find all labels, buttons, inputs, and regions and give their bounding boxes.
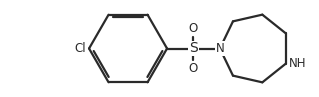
Text: O: O xyxy=(189,62,198,75)
Text: N: N xyxy=(216,42,224,55)
Text: O: O xyxy=(189,22,198,35)
Text: S: S xyxy=(189,42,198,55)
Text: Cl: Cl xyxy=(74,42,86,55)
Text: NH: NH xyxy=(289,57,307,70)
